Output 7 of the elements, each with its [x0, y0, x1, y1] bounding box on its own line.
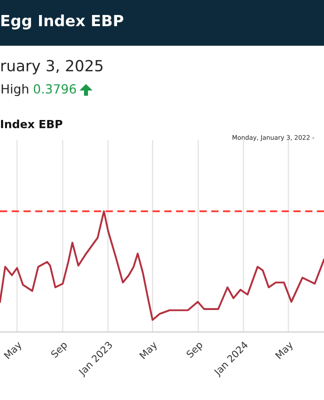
- text: 0.3796: [34, 84, 76, 94]
- chart-subtitle: ruary 3, 2025: [1, 60, 102, 74]
- text: High: [2, 84, 28, 96]
- x-tick-label: Sep: [50, 340, 69, 360]
- chart-title: Egg Index EBP: [1, 14, 124, 30]
- text: Index EBP: [1, 120, 62, 128]
- x-tick-label: Sep: [186, 340, 204, 360]
